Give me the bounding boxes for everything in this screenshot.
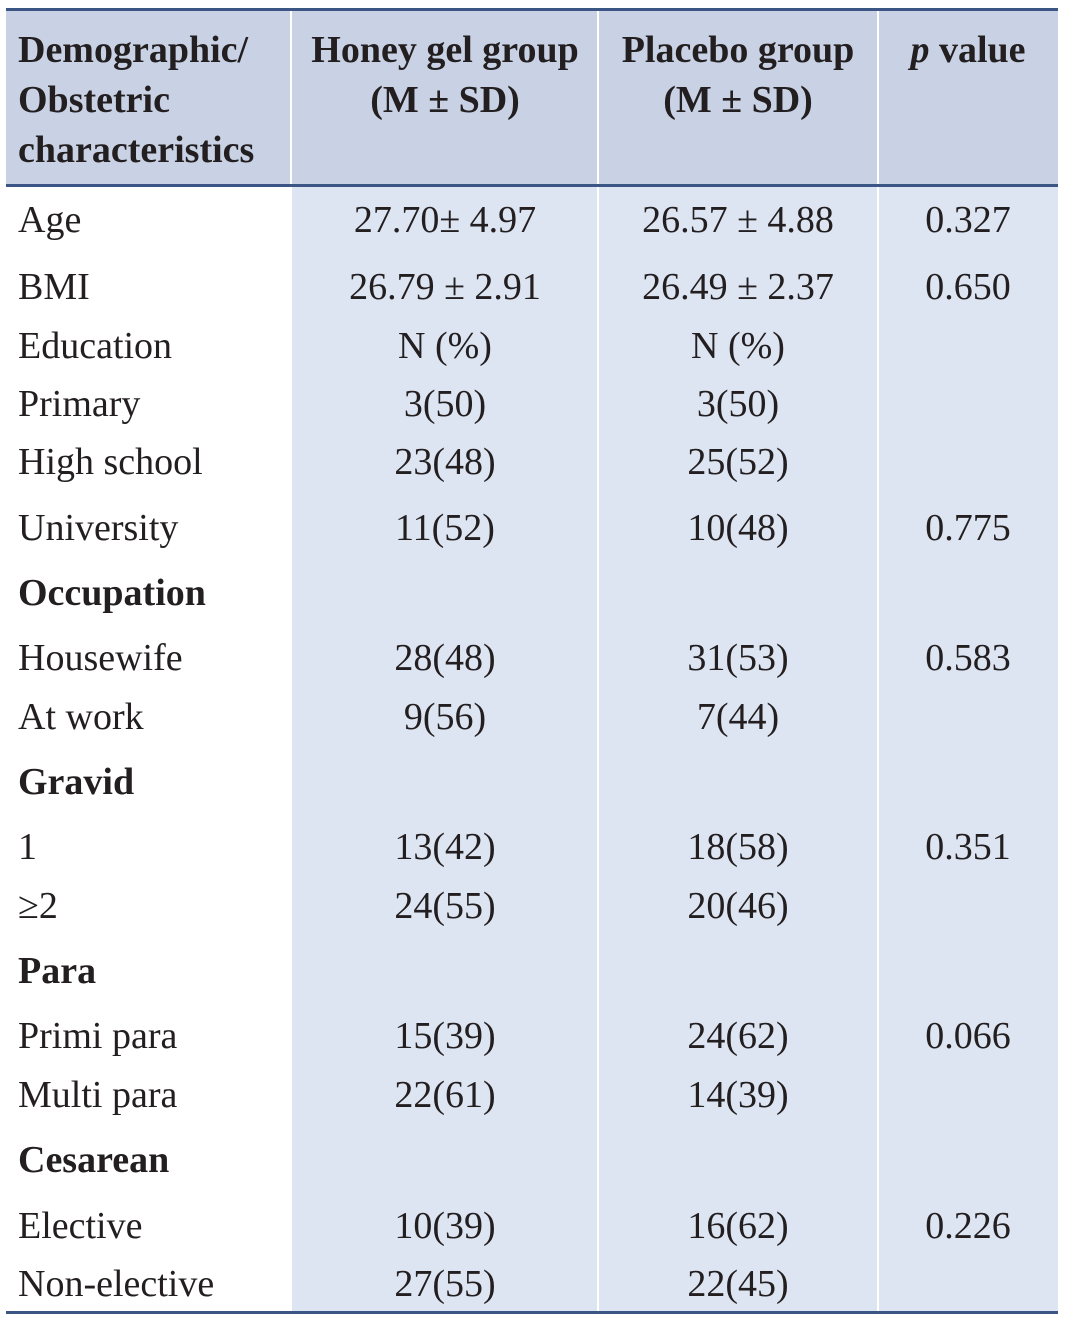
header-text: Demographic/: [18, 29, 249, 71]
cell-value: 14(39): [687, 1074, 789, 1116]
cell-value: 24(62): [687, 1015, 789, 1057]
cell-value: 11(52): [395, 507, 495, 549]
cell-value: 0.327: [925, 199, 1011, 241]
header-text: value: [938, 29, 1026, 71]
header-text: (M ± SD): [370, 79, 520, 121]
cell-value: 25(52): [687, 441, 789, 483]
row-label: Non-elective: [18, 1263, 215, 1305]
cell-value: 27(55): [394, 1263, 496, 1305]
column-shade: [879, 10, 1058, 1313]
cell-value: 24(55): [394, 885, 496, 927]
cell-value: 3(50): [696, 383, 780, 425]
cell-value: N (%): [691, 325, 785, 367]
header-text: p value: [768, 25, 1068, 75]
cell-value: 20(46): [687, 885, 789, 927]
cell-value: 0.226: [925, 1205, 1011, 1247]
cell-value: 0.650: [925, 266, 1011, 308]
row-label: High school: [18, 441, 203, 483]
row-label: At work: [18, 696, 144, 738]
cell-value: 23(48): [394, 441, 496, 483]
header-shade: [879, 10, 1058, 185]
header-shade: [292, 10, 597, 185]
cell-value: 26.57 ± 4.88: [642, 199, 834, 241]
cell-value: 15(39): [394, 1015, 496, 1057]
section-label: Cesarean: [18, 1139, 170, 1181]
column-shade: [292, 10, 597, 1313]
cell-value: 26.49 ± 2.37: [642, 266, 834, 308]
cell-value: N (%): [398, 325, 492, 367]
cell-value: 22(45): [687, 1263, 789, 1305]
header-text: Honey gel group: [311, 29, 579, 71]
cell-value: 26.79 ± 2.91: [349, 266, 541, 308]
header-text: Placebo group: [621, 29, 855, 71]
header-shade: [599, 10, 877, 185]
row-label: 1: [18, 826, 37, 868]
cell-value: 13(42): [394, 826, 496, 868]
row-label: Primi para: [18, 1015, 178, 1057]
row-label: ≥2: [18, 885, 58, 927]
cell-value: 0.775: [925, 507, 1011, 549]
row-label: Education: [18, 325, 173, 367]
section-label: Para: [18, 950, 97, 992]
cell-value: 7(44): [696, 696, 780, 738]
cell-value: 22(61): [394, 1074, 496, 1116]
header-text: Obstetric: [18, 79, 170, 121]
cell-value: 0.066: [925, 1015, 1011, 1057]
cell-value: 3(50): [403, 383, 487, 425]
row-label: Elective: [18, 1205, 143, 1247]
cell-value: 16(62): [687, 1205, 789, 1247]
header-italic: p: [910, 29, 930, 71]
column-shade: [599, 10, 877, 1313]
cell-value: 0.583: [925, 637, 1011, 679]
cell-value: 28(48): [394, 637, 496, 679]
row-label: Age: [18, 199, 82, 241]
cell-value: 10(39): [394, 1205, 496, 1247]
header-rule: [6, 184, 1058, 187]
cell-value: 18(58): [687, 826, 789, 868]
header-text: characteristics: [18, 129, 255, 171]
row-label: Housewife: [18, 637, 183, 679]
cell-value: 31(53): [687, 637, 789, 679]
bottom-rule: [6, 1311, 1058, 1314]
cell-value: 0.351: [925, 826, 1011, 868]
row-label: BMI: [18, 266, 90, 308]
top-rule: [6, 8, 1058, 11]
row-label: Primary: [18, 383, 141, 425]
section-label: Occupation: [18, 572, 206, 614]
section-label: Gravid: [18, 761, 135, 803]
cell-value: 10(48): [687, 507, 789, 549]
cell-value: 27.70± 4.97: [353, 199, 537, 241]
header-text: (M ± SD): [663, 79, 813, 121]
header-shade: [6, 10, 290, 185]
row-label: Multi para: [18, 1074, 178, 1116]
row-label: University: [18, 507, 179, 549]
cell-value: 9(56): [403, 696, 487, 738]
